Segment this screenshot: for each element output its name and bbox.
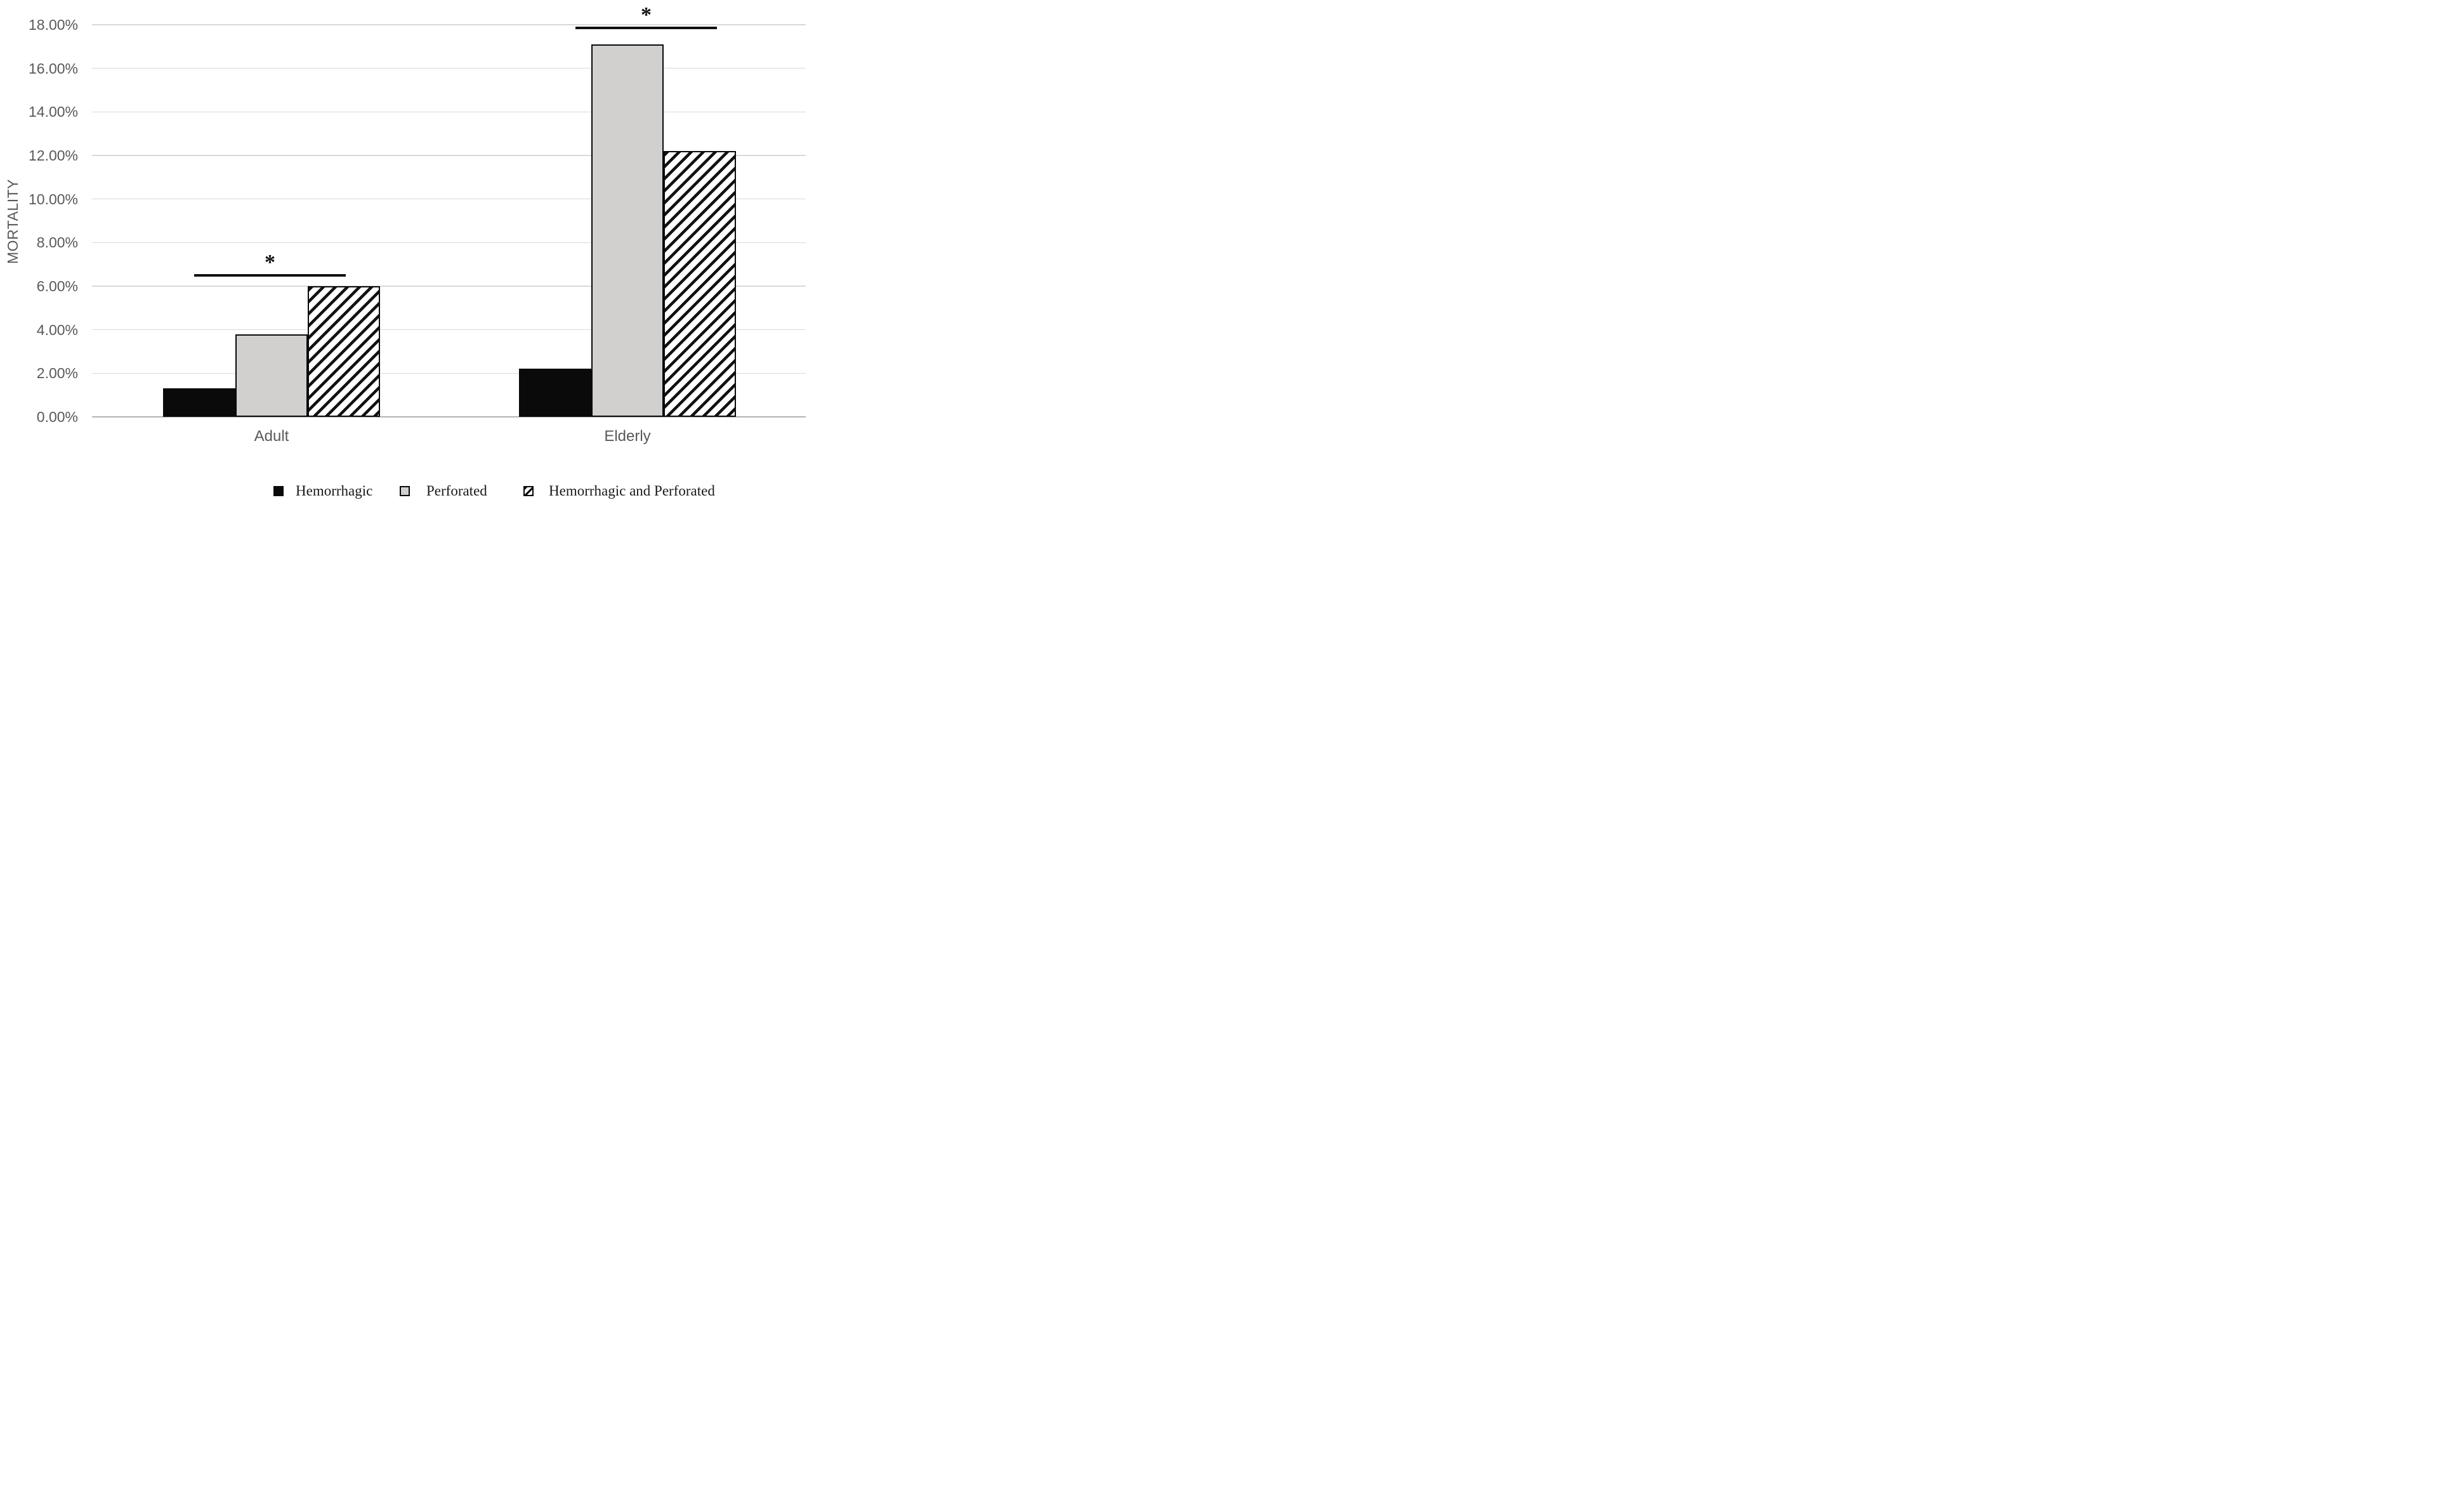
significance-asterisk-adult: * [265,251,275,274]
y-tick-label: 8.00% [36,234,78,251]
y-tick-label: 10.00% [28,190,78,207]
gridline [92,286,806,287]
significance-line-elderly [575,27,717,29]
y-tick-label: 18.00% [28,16,78,33]
legend-swatch-hemorrhagic-and-perforated [523,486,534,496]
legend-label-hemorrhagic-and-perforated: Hemorrhagic and Perforated [549,483,715,499]
legend-swatch-hemorrhagic [273,486,284,496]
plot-area: 0.00% 2.00% 4.00% 6.00% 8.00% 10.00% 12.00% 14.… [0,0,814,504]
x-category-label: Adult [254,428,289,445]
significance-line-adult [194,274,346,277]
bar-elderly-perforated [591,44,664,417]
gridline [92,372,806,374]
gridline [92,155,806,156]
legend-label-hemorrhagic: Hemorrhagic [296,483,373,499]
gridline [92,242,806,244]
gridline [92,329,806,331]
bar-elderly-hemorrhagic [519,369,591,417]
y-tick-label: 2.00% [36,365,78,382]
significance-asterisk-elderly: * [641,3,652,27]
x-axis-line [92,416,806,417]
y-tick-label: 14.00% [28,103,78,121]
mortality-bar-chart: MORTALITY 0.00% 2.00% 4.00% 6.00% 8.00% 10.00… [0,0,814,504]
legend-swatch-perforated [400,486,410,496]
gridline [92,24,806,25]
y-tick-label: 16.00% [28,60,78,77]
legend: Hemorrhagic Perforated Hemorrhagic and Per… [0,0,814,504]
y-tick-label: 6.00% [36,278,78,294]
bar-adult-hemorrhagic-and-perforated [308,286,380,417]
legend-label-perforated: Perforated [426,483,487,499]
bar-adult-perforated [235,334,308,417]
gridline [92,111,806,113]
bar-elderly-hemorrhagic-and-perforated [664,151,736,417]
x-category-label: Elderly [604,428,651,445]
y-tick-label: 12.00% [28,147,78,164]
y-tick-label: 4.00% [36,321,78,338]
bar-adult-hemorrhagic [163,388,235,417]
gridline [92,198,806,200]
y-tick-label: 0.00% [36,409,78,425]
gridline [92,67,806,69]
